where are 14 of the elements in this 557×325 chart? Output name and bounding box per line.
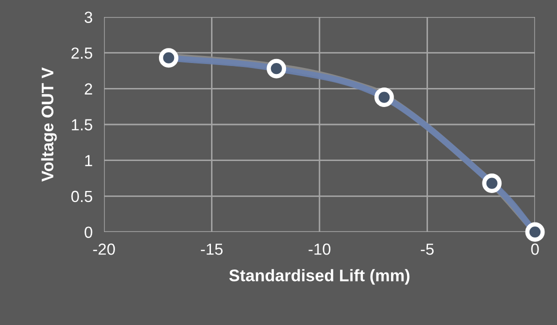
y-tick-label: 1 bbox=[85, 155, 92, 166]
y-tick-label: 0.5 bbox=[71, 190, 92, 202]
x-tick-label: 0 bbox=[531, 244, 539, 255]
y-axis-title: Voltage OUT V bbox=[41, 67, 57, 182]
x-tick-label: -15 bbox=[200, 244, 223, 255]
x-tick-label: -20 bbox=[93, 244, 115, 255]
y-tick-label: 3 bbox=[84, 12, 92, 23]
y-tick-label: 0 bbox=[84, 226, 92, 238]
y-tick-label: 1.5 bbox=[72, 119, 92, 130]
y-tick-label: 2 bbox=[84, 83, 92, 94]
x-tick-label: -10 bbox=[308, 244, 330, 255]
x-axis-title: Standardised Lift (mm) bbox=[229, 269, 410, 285]
x-tick-label: -5 bbox=[420, 244, 434, 255]
y-tick-label: 2.5 bbox=[71, 47, 92, 59]
